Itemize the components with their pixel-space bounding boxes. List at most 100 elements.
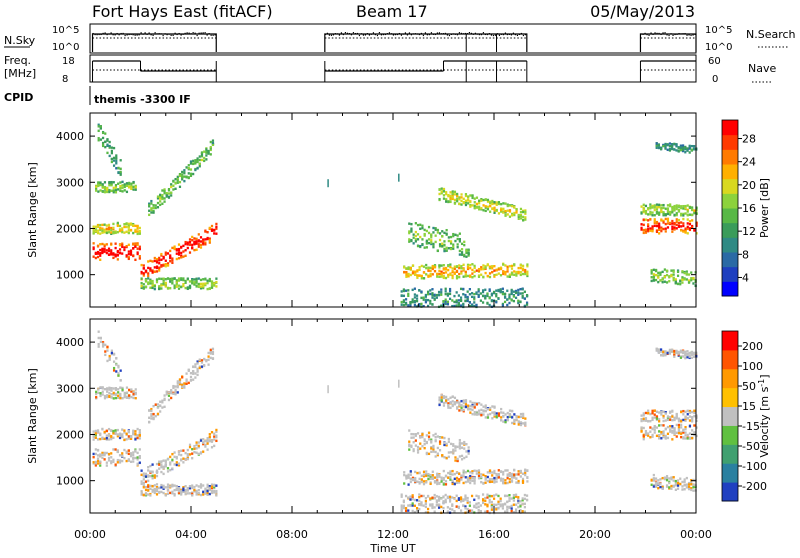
nsky-point [676, 34, 677, 35]
nsky-point [331, 35, 332, 36]
heatmap-cell [443, 190, 445, 192]
heatmap-cell [458, 267, 460, 269]
heatmap-cell [93, 246, 95, 248]
heatmap-cell [684, 146, 686, 148]
heatmap-cell [458, 264, 460, 266]
heatmap-cell [654, 409, 656, 411]
heatmap-cell [212, 348, 214, 350]
heatmap-cell [189, 238, 191, 240]
heatmap-cell [410, 470, 412, 472]
colorbar-swatch [722, 267, 738, 282]
heatmap-cell [688, 488, 690, 490]
heatmap-cell [452, 192, 454, 194]
heatmap-cell [104, 186, 106, 188]
heatmap-cell [207, 288, 209, 290]
heatmap-cell [668, 477, 670, 479]
heatmap-cell [113, 159, 115, 161]
heatmap-cell [487, 414, 489, 416]
heatmap-cell [487, 416, 489, 418]
colorbar-swatch [722, 179, 738, 194]
heatmap-cell [438, 506, 440, 508]
heatmap-cell [469, 482, 471, 484]
heatmap-cell [207, 150, 209, 152]
heatmap-cell [169, 469, 171, 471]
heatmap-cell [160, 486, 162, 488]
nsky-point [690, 35, 691, 36]
heatmap-cell [502, 507, 504, 509]
heatmap-cell [112, 448, 114, 450]
heatmap-cell [662, 410, 664, 412]
heatmap-cell [442, 300, 444, 302]
heatmap-cell [515, 271, 517, 273]
heatmap-cell [660, 413, 662, 415]
heatmap-cell [689, 145, 691, 147]
heatmap-cell [500, 209, 502, 211]
heatmap-cell [664, 353, 666, 355]
heatmap-cell [654, 225, 656, 227]
heatmap-cell [511, 292, 513, 294]
heatmap-cell [110, 190, 112, 192]
heatmap-cell [180, 252, 182, 254]
heatmap-cell [126, 438, 128, 440]
heatmap-cell [408, 238, 410, 240]
heatmap-cell [487, 408, 489, 410]
heatmap-cell [665, 412, 667, 414]
heatmap-cell [673, 207, 675, 209]
heatmap-cell [200, 486, 202, 488]
heatmap-cell [669, 145, 671, 147]
heatmap-cell [97, 429, 99, 431]
heatmap-cell [415, 439, 417, 441]
nsky-point [209, 33, 210, 34]
heatmap-cell [98, 337, 100, 339]
nsky-point [375, 34, 376, 35]
heatmap-cell [170, 183, 172, 185]
nsky-point [99, 34, 100, 35]
heatmap-cell [662, 436, 664, 438]
heatmap-cell [448, 240, 450, 242]
heatmap-cell [179, 381, 181, 383]
heatmap-cell [102, 132, 104, 134]
heatmap-cell [476, 413, 478, 415]
heatmap-cell [104, 454, 106, 456]
heatmap-cell [166, 391, 168, 393]
heatmap-cell [123, 246, 125, 248]
heatmap-cell [429, 293, 431, 295]
nave-tick-bottom: 0 [712, 74, 718, 85]
heatmap-cell [108, 248, 110, 250]
heatmap-cell [520, 215, 522, 217]
heatmap-cell [649, 227, 651, 229]
heatmap-cell [158, 259, 160, 261]
heatmap-cell [410, 481, 412, 483]
heatmap-cell [513, 295, 515, 297]
heatmap-cell [680, 420, 682, 422]
heatmap-cell [429, 302, 431, 304]
heatmap-cell [204, 230, 206, 232]
heatmap-cell [172, 188, 174, 190]
heatmap-cell [181, 376, 183, 378]
heatmap-cell [121, 231, 123, 233]
heatmap-cell [673, 350, 675, 352]
heatmap-cell [681, 485, 683, 487]
heatmap-cell [482, 405, 484, 407]
heatmap-cell [502, 202, 504, 204]
heatmap-cell [647, 228, 649, 230]
heatmap-cell [489, 501, 491, 503]
heatmap-cell [403, 471, 405, 473]
heatmap-cell [121, 434, 123, 436]
heatmap-cell [667, 426, 669, 428]
heatmap-cell [682, 355, 684, 357]
heatmap-cell [410, 445, 412, 447]
heatmap-cell [405, 495, 407, 497]
heatmap-cell [485, 475, 487, 477]
nsky-point [123, 33, 124, 34]
heatmap-cell [498, 414, 500, 416]
heatmap-cell [104, 388, 106, 390]
heatmap-cell [467, 290, 469, 292]
nsky-point [345, 32, 346, 33]
heatmap-cell [478, 495, 480, 497]
heatmap-cell [423, 471, 425, 473]
heatmap-cell [121, 244, 123, 246]
heatmap-cell [518, 416, 520, 418]
heatmap-cell [423, 483, 425, 485]
heatmap-cell [678, 352, 680, 354]
